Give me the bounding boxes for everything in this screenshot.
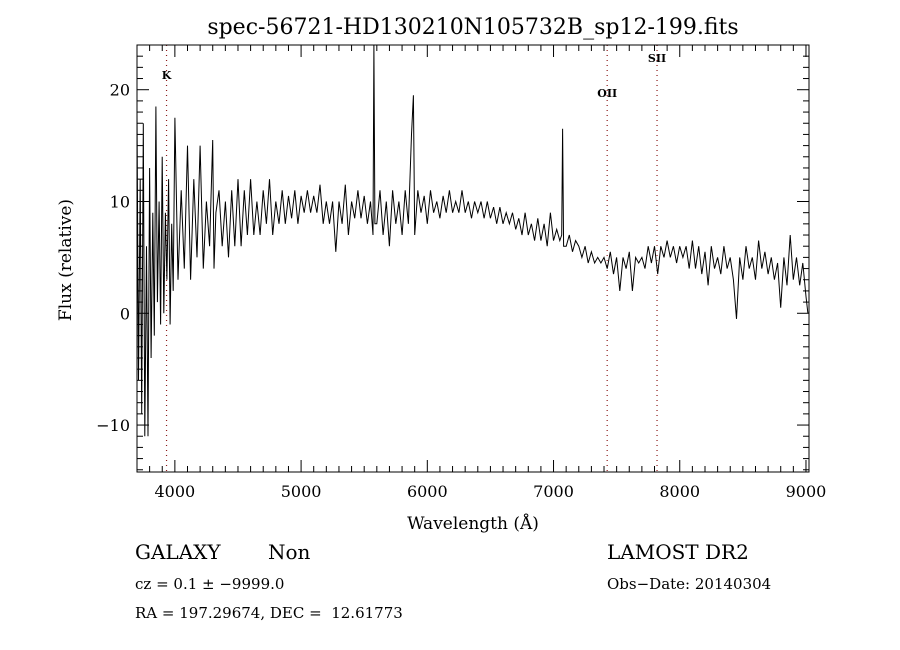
y-axis-label: Flux (relative) [56, 199, 76, 321]
survey-name: LAMOST DR2 [607, 540, 749, 564]
x-tick-label: 6000 [407, 482, 448, 501]
obs-date: Obs−Date: 20140304 [607, 575, 772, 593]
plot-frame [136, 44, 810, 473]
object-subclass: Non [268, 540, 311, 564]
redshift-cz: cz = 0.1 ± −9999.0 [135, 575, 285, 593]
chart-title: spec-56721-HD130210N105732B_sp12-199.fit… [207, 15, 738, 40]
x-tick-label: 9000 [786, 482, 827, 501]
y-tick-label: 0 [120, 304, 130, 323]
line-marker-label: SII [648, 52, 666, 65]
x-tick-label: 7000 [533, 482, 574, 501]
x-axis-label: Wavelength (Å) [407, 513, 539, 534]
x-tick-label: 5000 [281, 482, 322, 501]
line-marker-label: K [162, 69, 172, 82]
y-tick-label: −10 [96, 416, 130, 435]
spectrum-line [136, 44, 809, 437]
y-tick-label: 10 [110, 192, 130, 211]
y-tick-label: 20 [110, 81, 130, 100]
ra-dec-coords: RA = 197.29674, DEC = 12.61773 [135, 604, 403, 622]
line-marker-label: OII [597, 87, 617, 100]
x-tick-label: 4000 [155, 482, 196, 501]
object-class: GALAXY [135, 540, 221, 564]
x-tick-label: 8000 [659, 482, 700, 501]
